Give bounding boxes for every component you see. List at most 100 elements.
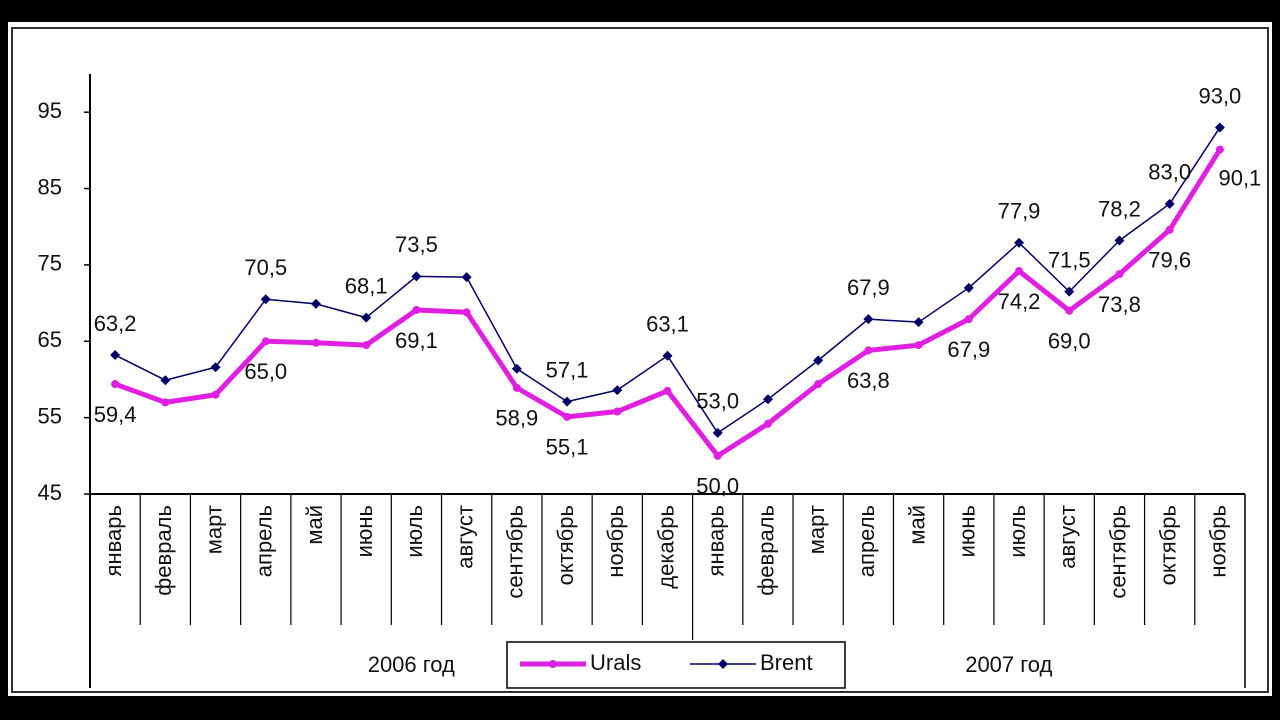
x-tick-label: апрель: [854, 505, 879, 577]
x-tick-label: июнь: [352, 505, 377, 557]
point: [512, 383, 521, 392]
point: [1214, 122, 1225, 133]
point: [612, 385, 623, 396]
point: [211, 390, 220, 399]
data-label: 50,0: [696, 474, 739, 499]
x-tick-label: июнь: [955, 505, 980, 557]
group-label: 2007 год: [965, 652, 1052, 677]
point: [613, 407, 622, 416]
x-tick-label: январь: [704, 505, 729, 576]
point: [663, 386, 672, 395]
data-label: 73,8: [1098, 292, 1141, 317]
x-tick-label: июль: [1005, 505, 1030, 558]
point: [1114, 235, 1125, 246]
point: [110, 350, 121, 361]
y-tick-label: 45: [38, 480, 62, 505]
data-label: 70,5: [244, 255, 287, 280]
data-label: 69,0: [1048, 329, 1091, 354]
point: [161, 398, 170, 407]
point: [814, 380, 823, 389]
legend-marker: [718, 659, 728, 669]
data-label: 71,5: [1048, 247, 1091, 272]
point: [662, 350, 673, 361]
x-tick-label: март: [804, 505, 829, 554]
point: [1015, 267, 1024, 276]
point: [763, 419, 772, 428]
point: [1164, 198, 1175, 209]
point: [1165, 225, 1174, 234]
data-label: 67,9: [947, 337, 990, 362]
x-tick-label: январь: [101, 505, 126, 576]
point: [864, 346, 873, 355]
point: [963, 282, 974, 293]
data-label: 55,1: [546, 435, 589, 460]
data-label: 68,1: [345, 273, 388, 298]
data-label: 93,0: [1198, 83, 1241, 108]
point: [160, 375, 171, 386]
data-label: 67,9: [847, 275, 890, 300]
point: [863, 314, 874, 325]
legend-label: Brent: [760, 650, 813, 675]
point: [1115, 270, 1124, 279]
data-label: 58,9: [495, 406, 538, 431]
point: [712, 427, 723, 438]
point: [311, 338, 320, 347]
point: [362, 341, 371, 350]
data-label: 73,5: [395, 232, 438, 257]
x-tick-label: май: [302, 505, 327, 545]
y-tick-label: 85: [38, 174, 62, 199]
y-tick-label: 75: [38, 251, 62, 276]
data-label: 57,1: [546, 357, 589, 382]
point: [260, 294, 271, 305]
x-tick-label: октябрь: [1155, 505, 1180, 585]
legend-label: Urals: [590, 650, 641, 675]
chart-area: [8, 22, 1272, 696]
x-tick-label: август: [452, 505, 477, 569]
point: [310, 298, 321, 309]
y-tick-label: 55: [38, 403, 62, 428]
point: [461, 272, 472, 283]
x-tick-label: сентябрь: [503, 505, 528, 599]
point: [361, 312, 372, 323]
group-label: 2006 год: [368, 652, 455, 677]
point: [1215, 145, 1224, 154]
data-label: 90,1: [1218, 165, 1261, 190]
data-label: 69,1: [395, 328, 438, 353]
point: [210, 362, 221, 373]
x-tick-label: август: [1055, 505, 1080, 569]
point: [913, 317, 924, 328]
point: [261, 337, 270, 346]
chart-border: [11, 27, 1269, 693]
x-tick-label: ноябрь: [603, 505, 628, 578]
point: [511, 363, 522, 374]
point: [1014, 237, 1025, 248]
point: [412, 305, 421, 314]
x-tick-label: май: [904, 505, 929, 545]
x-tick-label: февраль: [151, 505, 176, 596]
x-tick-label: апрель: [252, 505, 277, 577]
point: [964, 315, 973, 324]
point: [762, 394, 773, 405]
point: [1064, 286, 1075, 297]
data-label: 83,0: [1148, 160, 1191, 185]
data-label: 65,0: [244, 359, 287, 384]
x-tick-label: март: [201, 505, 226, 554]
y-tick-label: 95: [38, 98, 62, 123]
point: [914, 341, 923, 350]
x-tick-label: декабрь: [653, 505, 678, 589]
data-label: 74,2: [998, 289, 1041, 314]
data-label: 63,2: [94, 311, 137, 336]
x-tick-label: сентябрь: [1105, 505, 1130, 599]
point: [462, 308, 471, 317]
legend-marker: [549, 660, 557, 668]
point: [563, 412, 572, 421]
point: [1065, 306, 1074, 315]
point: [562, 396, 573, 407]
x-tick-label: октябрь: [553, 505, 578, 585]
x-tick-label: июль: [402, 505, 427, 558]
point: [813, 355, 824, 366]
data-label: 63,1: [646, 312, 689, 337]
data-label: 63,8: [847, 368, 890, 393]
